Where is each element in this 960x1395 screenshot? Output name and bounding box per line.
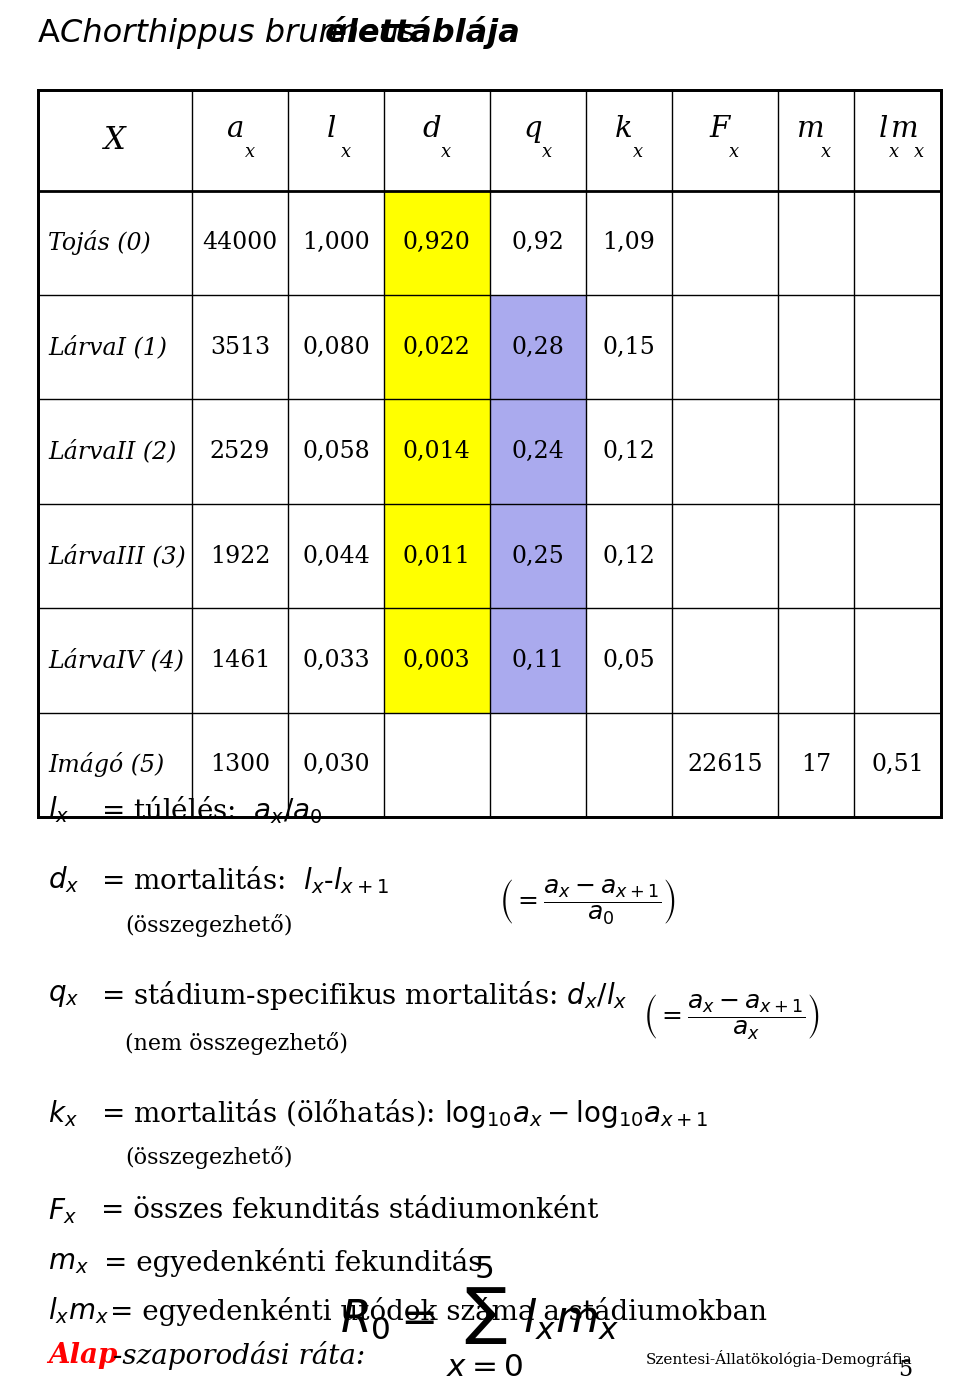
Text: 1300: 1300 [210, 753, 270, 776]
Text: X: X [105, 126, 126, 156]
Text: élettáblája: élettáblája [314, 15, 519, 49]
Text: x: x [634, 142, 643, 160]
Text: $\mathit{q}_{x}$: $\mathit{q}_{x}$ [48, 981, 80, 1009]
Text: q: q [523, 116, 542, 144]
Text: Tojás (0): Tojás (0) [48, 230, 151, 255]
Text: $\mathit{l}_{x}\mathit{m}_{x}$: $\mathit{l}_{x}\mathit{m}_{x}$ [48, 1296, 108, 1327]
Text: 0,25: 0,25 [512, 544, 564, 568]
Text: $\left( = \dfrac{a_x - a_{x+1}}{a_x} \right)$: $\left( = \dfrac{a_x - a_{x+1}}{a_x} \ri… [643, 992, 820, 1041]
Text: 2529: 2529 [210, 441, 270, 463]
Text: 1,09: 1,09 [602, 232, 656, 254]
Text: LárvaI (1): LárvaI (1) [48, 335, 167, 359]
Bar [384, 296, 490, 399]
Text: F: F [709, 116, 731, 144]
Text: 44000: 44000 [203, 232, 277, 254]
Bar [490, 608, 586, 713]
Text: = stádium-specifikus mortalitás: $\mathit{d}_{x}/\mathit{l}_{x}$: = stádium-specifikus mortalitás: $\mathi… [101, 979, 627, 1011]
Text: 17: 17 [801, 753, 831, 776]
Text: 1922: 1922 [209, 544, 271, 568]
Text: 0,15: 0,15 [603, 336, 655, 359]
Text: x: x [914, 142, 924, 160]
Text: (összegezhető): (összegezhető) [125, 914, 292, 937]
Text: x: x [245, 142, 254, 160]
Text: m: m [891, 116, 918, 144]
Text: = mortalitás (ölőhatás): $\mathrm{log}_{10}\mathit{a}_{x} - \mathrm{log}_{10}\ma: = mortalitás (ölőhatás): $\mathrm{log}_{… [101, 1096, 708, 1130]
Text: x: x [821, 142, 830, 160]
Text: $\mathit{F}_{x}$: $\mathit{F}_{x}$ [48, 1196, 78, 1226]
Text: 22615: 22615 [687, 753, 762, 776]
Text: x: x [889, 142, 899, 160]
Text: LárvaIV (4): LárvaIV (4) [48, 649, 184, 672]
Text: Szentesi-Állatökológia-Demográfia: Szentesi-Állatökológia-Demográfia [645, 1350, 912, 1367]
Text: m: m [798, 116, 825, 144]
Text: (összegezhető): (összegezhető) [125, 1147, 292, 1169]
Text: -szaporodási ráta:: -szaporodási ráta: [113, 1341, 366, 1370]
Text: $R_0 = \sum_{x=0}^{5} l_x m_x$: $R_0 = \sum_{x=0}^{5} l_x m_x$ [341, 1253, 619, 1377]
Text: A: A [38, 18, 70, 49]
Text: $\mathit{d}_{x}$: $\mathit{d}_{x}$ [48, 865, 80, 896]
Text: = túlélés:  $\mathit{a}_{x}/\mathit{a}_{0}$: = túlélés: $\mathit{a}_{x}/\mathit{a}_{0… [101, 794, 323, 826]
Text: 0,12: 0,12 [602, 544, 656, 568]
Text: 0,11: 0,11 [511, 649, 564, 672]
Text: = egyedenkénti fekunditás: = egyedenkénti fekunditás [104, 1249, 482, 1276]
Bar [384, 191, 490, 296]
Text: 0,030: 0,030 [302, 753, 370, 776]
Text: 0,011: 0,011 [403, 544, 470, 568]
Text: 0,24: 0,24 [511, 441, 564, 463]
Text: 0,12: 0,12 [602, 441, 656, 463]
Text: $\mathit{m}_{x}$: $\mathit{m}_{x}$ [48, 1249, 88, 1276]
Text: 0,080: 0,080 [302, 336, 370, 359]
Text: 0,05: 0,05 [603, 649, 655, 672]
Text: x: x [341, 142, 350, 160]
Text: k: k [615, 116, 633, 144]
Text: LárvaII (2): LárvaII (2) [48, 439, 177, 463]
Text: x: x [442, 142, 451, 160]
Text: (nem összegezhető): (nem összegezhető) [125, 1032, 348, 1056]
Bar [490, 399, 586, 504]
Bar [490, 296, 586, 399]
Text: LárvaIII (3): LárvaIII (3) [48, 544, 185, 568]
Text: 0,014: 0,014 [403, 441, 470, 463]
Text: 0,920: 0,920 [403, 232, 470, 254]
Text: 1,000: 1,000 [302, 232, 370, 254]
Text: 0,058: 0,058 [302, 441, 370, 463]
Text: 0,51: 0,51 [872, 753, 924, 776]
Text: 0,022: 0,022 [403, 336, 470, 359]
Text: = mortalitás:  $\mathit{l}_{x}$-$\mathit{l}_{x+1}$: = mortalitás: $\mathit{l}_{x}$-$\mathit{… [101, 864, 389, 896]
Text: 0,033: 0,033 [302, 649, 370, 672]
Text: Alap: Alap [48, 1342, 117, 1368]
Text: x: x [542, 142, 552, 160]
Text: 1461: 1461 [209, 649, 271, 672]
Text: 3513: 3513 [210, 336, 270, 359]
Text: 0,003: 0,003 [403, 649, 470, 672]
Text: l: l [878, 116, 888, 144]
Text: 0,28: 0,28 [511, 336, 564, 359]
Text: d: d [422, 116, 442, 144]
Bar [490, 504, 586, 608]
Text: = összes fekunditás stádiumonként: = összes fekunditás stádiumonként [101, 1197, 598, 1225]
Text: $\left( = \dfrac{a_x - a_{x+1}}{a_0} \right)$: $\left( = \dfrac{a_x - a_{x+1}}{a_0} \ri… [499, 877, 676, 926]
Text: $\mathit{l}_{x}$: $\mathit{l}_{x}$ [48, 795, 69, 826]
Text: 0,92: 0,92 [511, 232, 564, 254]
Text: 5: 5 [898, 1359, 912, 1381]
Bar [384, 399, 490, 504]
Text: a: a [227, 116, 244, 144]
Text: Imágó (5): Imágó (5) [48, 752, 164, 777]
Bar [38, 91, 941, 817]
Bar [384, 504, 490, 608]
Text: l: l [326, 116, 336, 144]
Text: = egyedenkénti utódok száma a stádiumokban: = egyedenkénti utódok száma a stádiumokb… [110, 1296, 767, 1325]
Text: Chorthippus brunneus: Chorthippus brunneus [60, 18, 415, 49]
Text: $\mathit{k}_{x}$: $\mathit{k}_{x}$ [48, 1098, 78, 1129]
Text: x: x [730, 142, 739, 160]
Bar [384, 608, 490, 713]
Text: 0,044: 0,044 [302, 544, 370, 568]
